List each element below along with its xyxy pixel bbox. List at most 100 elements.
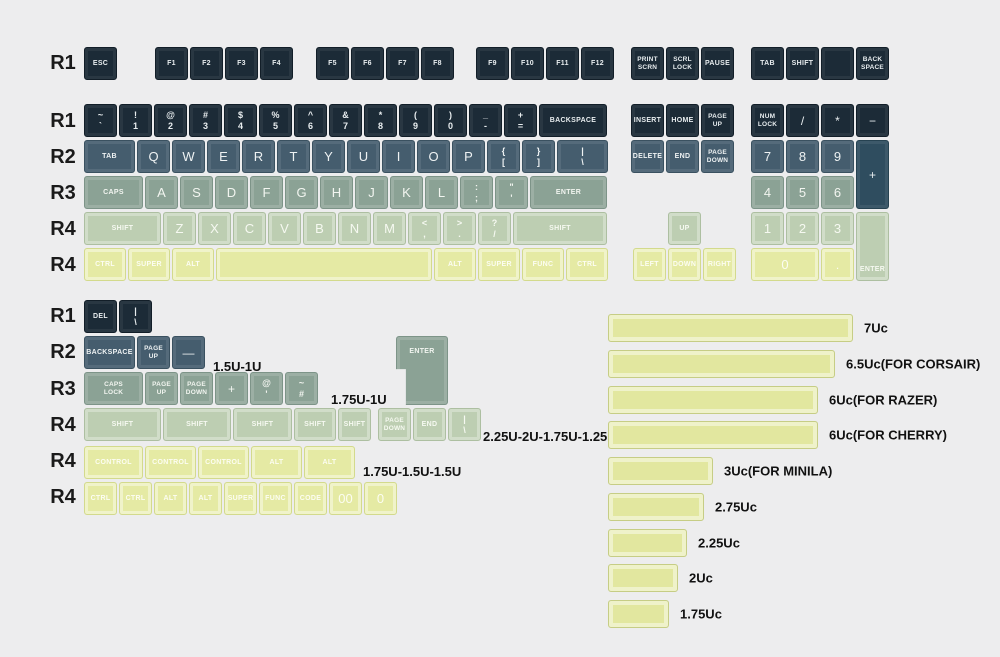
spacebar-2-25u-label: 2.25Uc — [698, 535, 740, 551]
key-2-top-legend: @ — [166, 109, 175, 120]
key-s: S — [180, 176, 213, 209]
key-f5-legend: F5 — [328, 60, 337, 67]
key-g-legend: G — [296, 185, 307, 200]
key-period: >. — [443, 212, 476, 245]
key-8: * 8 — [364, 104, 397, 137]
key-np-enter: ENTER — [856, 212, 889, 281]
key-m-legend: M — [384, 221, 395, 236]
key-tab-legend: TAB — [102, 153, 117, 160]
key-esc-legend: ESC — [92, 60, 109, 67]
key-np-slash-legend: / — [800, 113, 805, 128]
key-insert-legend: INSERT — [633, 117, 662, 124]
key-quote: " ' — [495, 176, 528, 209]
key-o-legend: O — [428, 149, 439, 164]
key-code-legend: CODE — [299, 495, 322, 502]
key-1-bottom-legend: 1 — [132, 121, 138, 131]
key-lbracket: {[ — [487, 140, 520, 173]
key-v-legend: V — [280, 221, 289, 236]
key-f9-legend: F9 — [488, 60, 497, 67]
key-arrow-left: LEFT — [633, 248, 666, 281]
key-spacebar — [216, 248, 432, 281]
key-end-1u — [821, 47, 854, 80]
size-label-0: 1.5U-1U — [213, 359, 262, 374]
key-6: ^ 6 — [294, 104, 327, 137]
key-pagedown-sage-bottom-legend: DOWN — [185, 389, 208, 396]
key-f11-legend: F11 — [556, 60, 569, 67]
key-quote-bottom-legend: ' — [510, 193, 513, 203]
key-f2: F2 — [190, 47, 223, 80]
spacebar-1-75u — [608, 600, 669, 628]
key-q-legend: Q — [148, 149, 159, 164]
spacebar-2u — [608, 564, 678, 592]
key-0-bottom-legend: 0 — [447, 121, 453, 131]
key-t: T — [277, 140, 310, 173]
key-control-150a-legend: CONTROL — [152, 459, 189, 466]
row-label-r3-3: R3 — [50, 182, 76, 204]
key-np-5-legend: 5 — [798, 185, 807, 200]
key-quote-top-legend: " — [509, 181, 514, 192]
key-k: K — [390, 176, 423, 209]
key-np-0-legend: 0 — [781, 257, 789, 272]
key-lshift-legend: SHIFT — [111, 225, 134, 232]
key-np-9-legend: 9 — [833, 149, 842, 164]
key-f7-legend: F7 — [398, 60, 407, 67]
key-pageup-slate-bottom-legend: UP — [148, 353, 159, 360]
key-shift-200: SHIFT — [163, 408, 231, 441]
row-label-r4-11: R4 — [50, 486, 76, 508]
key-backspace-2u: BACKSPACE — [539, 104, 607, 137]
key-back-space-top-legend: BACK — [862, 55, 883, 63]
key-7-top-legend: & — [342, 109, 349, 120]
key-slash-top-legend: ? — [491, 217, 498, 228]
key-semicolon: :; — [460, 176, 493, 209]
key-f7: F7 — [386, 47, 419, 80]
key-np-3-legend: 3 — [833, 221, 842, 236]
key-pageup-slate: PAGE UP — [137, 336, 170, 369]
key-alt-b: ALT — [189, 482, 222, 515]
key-8-bottom-legend: 8 — [377, 121, 383, 131]
key-np-enter-legend: ENTER — [859, 266, 886, 273]
key-4-bottom-legend: 4 — [237, 121, 243, 131]
key-arrow-left-legend: LEFT — [640, 261, 659, 268]
key-backspace-15u-legend: BACKSPACE — [86, 349, 133, 356]
key-pageup-sage-top-legend: PAGE — [152, 380, 171, 388]
key-lsuper-legend: SUPER — [136, 261, 162, 268]
key-a: A — [145, 176, 178, 209]
key-ralt: ALT — [434, 248, 476, 281]
key-x-legend: X — [210, 221, 219, 236]
key-page-up-bottom-legend: UP — [712, 121, 723, 128]
spacebar-6u-cherry — [608, 421, 818, 449]
key-super: SUPER — [224, 482, 257, 515]
key-f10: F10 — [511, 47, 544, 80]
key-print-scrn-bottom-legend: SCRN — [637, 64, 658, 71]
key-np-8-legend: 8 — [798, 149, 807, 164]
key-zero: 0 — [364, 482, 397, 515]
key-np-2-legend: 2 — [798, 221, 807, 236]
key-print-scrn: PRINT SCRN — [631, 47, 664, 80]
key-iso-enter-legend: ENTER — [409, 348, 435, 355]
key-page-down: PAGE DOWN — [701, 140, 734, 173]
key-f8: F8 — [421, 47, 454, 80]
key-shift-125-legend: SHIFT — [304, 421, 326, 428]
key-end-green: END — [413, 408, 446, 441]
key-arrow-down: DOWN — [668, 248, 701, 281]
key-f1-legend: F1 — [167, 60, 176, 67]
key-tilde-hash-iso: ~ # — [285, 372, 318, 405]
key-comma: <, — [408, 212, 441, 245]
key-8-top-legend: * — [378, 109, 383, 120]
key-arrow-down-legend: DOWN — [672, 261, 697, 268]
row-label-r4-9: R4 — [50, 414, 76, 436]
key-grave: ~ ` — [84, 104, 117, 137]
key-2: @2 — [154, 104, 187, 137]
key-arrow-up-legend: UP — [679, 225, 690, 232]
key-i-legend: I — [396, 149, 401, 164]
key-backspace-2u-legend: BACKSPACE — [549, 117, 597, 124]
key-w-legend: W — [182, 149, 195, 164]
key-backslash: | \ — [557, 140, 608, 173]
key-scrl-lock-bottom-legend: LOCK — [672, 64, 693, 71]
key-6-bottom-legend: 6 — [307, 121, 313, 131]
key-pipe-green-bottom-legend: \ — [463, 425, 466, 435]
key-z: Z — [163, 212, 196, 245]
key-7: & 7 — [329, 104, 362, 137]
spacebar-6u-razer-label: 6Uc(FOR RAZER) — [829, 392, 938, 408]
key-minus-bottom-legend: - — [484, 121, 487, 131]
